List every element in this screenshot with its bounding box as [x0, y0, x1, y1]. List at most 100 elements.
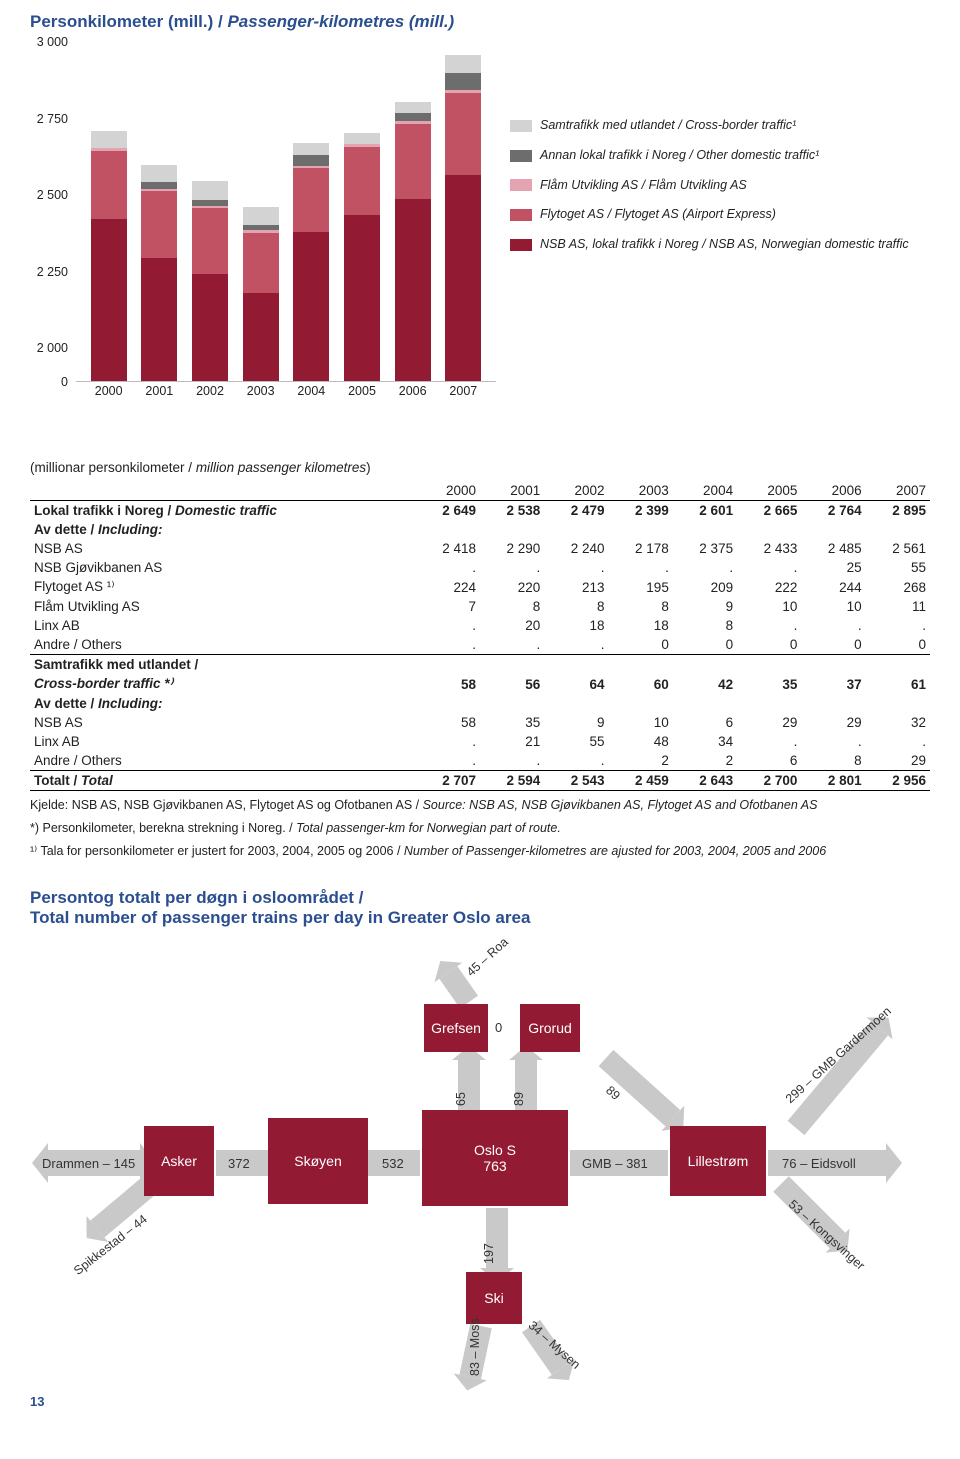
table-cell: 2 895 — [866, 501, 930, 521]
table-cell: 2 485 — [801, 539, 865, 558]
table-header-cell: 2000 — [416, 481, 480, 501]
table-cell: 37 — [801, 674, 865, 694]
table-cell: 8 — [673, 616, 737, 635]
bar — [192, 181, 228, 381]
legend-swatch — [510, 179, 532, 191]
table-cell: 2 561 — [866, 539, 930, 558]
table-cell — [544, 694, 608, 713]
row-label: Flytoget AS ¹⁾ — [30, 577, 416, 597]
label-moss: 83 – Moss — [468, 1318, 482, 1376]
y-axis: 3 0002 7502 5002 2502 0000 — [30, 42, 74, 402]
table-cell: . — [609, 558, 673, 577]
table-row: Samtrafikk med utlandet / — [30, 655, 930, 675]
table-cell — [480, 520, 544, 539]
table-cell: 2 290 — [480, 539, 544, 558]
table-cell — [416, 694, 480, 713]
table-cell: . — [480, 635, 544, 655]
table-cell: 0 — [673, 635, 737, 655]
table-cell: 29 — [801, 713, 865, 732]
table-cell — [544, 520, 608, 539]
table-row: Lokal trafikk i Noreg / Domestic traffic… — [30, 501, 930, 521]
ytick: 0 — [61, 375, 68, 389]
table-row: NSB Gjøvikbanen AS......2555 — [30, 558, 930, 577]
fn-a-main: Kjelde: NSB AS, NSB Gjøvikbanen AS, Flyt… — [30, 798, 423, 812]
xlabel: 2003 — [243, 384, 279, 398]
table-header-cell: 2003 — [609, 481, 673, 501]
row-label: Linx AB — [30, 616, 416, 635]
legend-swatch — [510, 209, 532, 221]
table-cell: . — [737, 558, 801, 577]
fn-b-main: *) Personkilometer, berekna strekning i … — [30, 821, 296, 835]
table-row: Flåm Utvikling AS78889101011 — [30, 597, 930, 616]
table-cell: . — [866, 732, 930, 751]
fn-b-ital: Total passenger-km for Norwegian part of… — [296, 821, 561, 835]
node-skoyen: Skøyen — [268, 1118, 368, 1204]
xlabel: 2004 — [293, 384, 329, 398]
page-number: 13 — [30, 1394, 930, 1409]
table-cell: 9 — [544, 713, 608, 732]
row-label: Cross-border traffic *⁾ — [30, 674, 416, 694]
table-cell — [673, 655, 737, 675]
label-zero: 0 — [495, 1020, 502, 1035]
table-cell: 21 — [480, 732, 544, 751]
table-cell: 2 707 — [416, 771, 480, 791]
title-main: Personkilometer (mill.) / — [30, 12, 227, 31]
table-cell: 220 — [480, 577, 544, 597]
row-label: NSB Gjøvikbanen AS — [30, 558, 416, 577]
table-cell: 56 — [480, 674, 544, 694]
table-cell — [866, 520, 930, 539]
fn-a-ital: Source: NSB AS, NSB Gjøvikbanen AS, Flyt… — [423, 798, 818, 812]
table-cell: 61 — [866, 674, 930, 694]
table-cell: 29 — [866, 751, 930, 771]
table-cell — [416, 520, 480, 539]
bar — [141, 165, 177, 381]
table-cell: . — [544, 558, 608, 577]
table-cell — [673, 520, 737, 539]
table-cell: 18 — [609, 616, 673, 635]
sec2-ital: Total number of passenger trains per day… — [30, 908, 930, 928]
row-label: Linx AB — [30, 732, 416, 751]
bar-segment — [395, 199, 431, 381]
table-cell: . — [544, 751, 608, 771]
table-cell: 8 — [480, 597, 544, 616]
table-header-cell — [30, 481, 416, 501]
table-cell: 2 433 — [737, 539, 801, 558]
bar-segment — [91, 151, 127, 220]
bar-segment — [192, 208, 228, 273]
table-cell: 2 700 — [737, 771, 801, 791]
table-cell: 224 — [416, 577, 480, 597]
train-diagram: Grefsen Grorud Asker Skøyen Oslo S 763 L… — [30, 938, 930, 1378]
bar-segment — [293, 168, 329, 232]
table-cell: 6 — [673, 713, 737, 732]
caption-close: ) — [366, 460, 371, 475]
bar — [243, 207, 279, 381]
legend-item: Annan lokal trafikk i Noreg / Other dome… — [510, 144, 909, 168]
table-cell: 18 — [544, 616, 608, 635]
table-cell: 25 — [801, 558, 865, 577]
table-cell: . — [544, 635, 608, 655]
table-cell — [609, 655, 673, 675]
bar-segment — [445, 175, 481, 381]
table-row: NSB AS2 4182 2902 2402 1782 3752 4332 48… — [30, 539, 930, 558]
row-label: Andre / Others — [30, 751, 416, 771]
table-cell: 64 — [544, 674, 608, 694]
node-oslos-label: Oslo S — [474, 1142, 516, 1158]
node-skoyen-label: Skøyen — [294, 1153, 341, 1169]
bar-segment — [141, 258, 177, 381]
table-row: Av dette / Including: — [30, 694, 930, 713]
node-oslos-number: 763 — [483, 1158, 506, 1174]
table-cell — [801, 655, 865, 675]
table-cell: 48 — [609, 732, 673, 751]
ytick: 3 000 — [37, 35, 68, 49]
bar-segment — [141, 191, 177, 258]
table-row: Cross-border traffic *⁾5856646042353761 — [30, 674, 930, 694]
table-cell — [673, 694, 737, 713]
xlabel: 2002 — [192, 384, 228, 398]
table-cell — [866, 694, 930, 713]
legend-swatch — [510, 120, 532, 132]
legend-label: Flytoget AS / Flytoget AS (Airport Expre… — [540, 203, 776, 227]
table-cell: 2 665 — [737, 501, 801, 521]
caption-ital: million passenger kilometres — [196, 460, 366, 475]
row-label: Andre / Others — [30, 635, 416, 655]
ytick: 2 500 — [37, 188, 68, 202]
